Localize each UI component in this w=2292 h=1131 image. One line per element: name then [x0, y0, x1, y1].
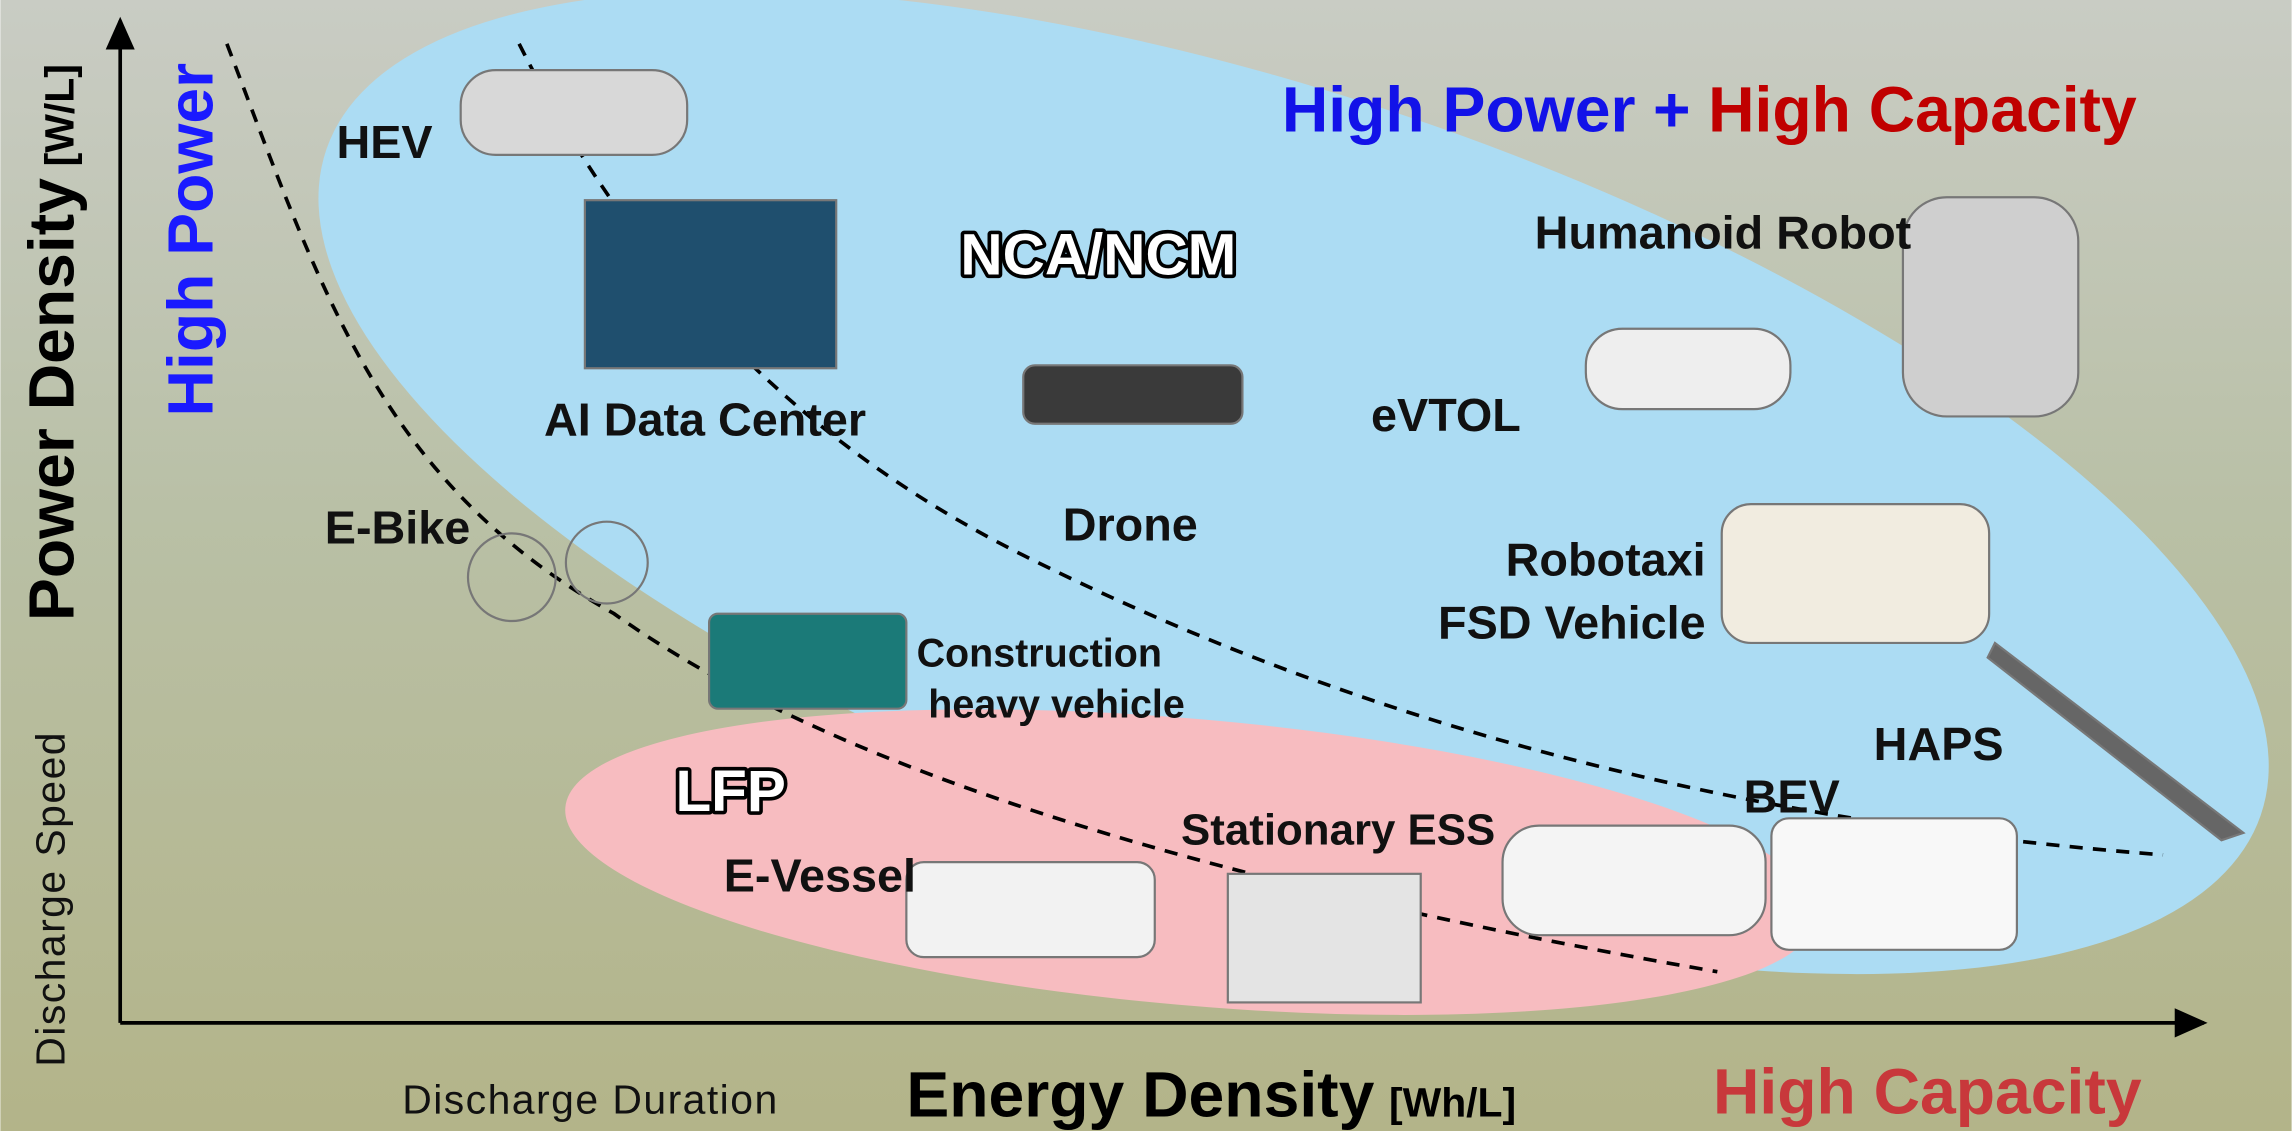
application-labels: HEV AI Data Center Humanoid Robot eVTOL Dron…: [325, 116, 2004, 902]
application-label: Construction: [917, 631, 1162, 675]
application-label: Robotaxi: [1506, 534, 1706, 586]
photos: [459, 69, 2246, 1004]
x-axis-end: High Capacity: [1713, 1055, 2142, 1127]
x-axis-label: Energy Density: [906, 1058, 1374, 1130]
haps-photo: [1986, 641, 2246, 842]
vessel-photo: [905, 861, 1156, 959]
x-axis-sub: Discharge Duration: [402, 1076, 778, 1122]
application-label: BEV: [1744, 770, 1840, 822]
y-axis-unit: [W/L]: [36, 64, 82, 166]
van-photo: [1770, 817, 2018, 951]
headline-left: High Power: [1282, 74, 1636, 146]
application-label: eVTOL: [1371, 389, 1521, 441]
excavator-photo: [707, 612, 908, 710]
datacenter-photo: [583, 199, 838, 370]
application-label: heavy vehicle: [928, 682, 1185, 726]
y-axis-label: Power Density: [15, 178, 87, 621]
application-label: Humanoid Robot: [1535, 206, 1912, 258]
application-label: E-Vessel: [724, 849, 916, 901]
region-label: NCA/NCM: [960, 223, 1236, 288]
robotaxi-photo: [1720, 503, 1991, 645]
headline: High Power + High Capacity: [1282, 74, 2137, 146]
evtol-photo: [1584, 327, 1792, 411]
ebike-photo: [466, 532, 557, 623]
hev-photo: [459, 69, 689, 156]
x-axis-unit: [Wh/L]: [1389, 1079, 1516, 1125]
application-label: E-Bike: [325, 502, 471, 554]
application-label: Drone: [1063, 499, 1198, 551]
x-axis-title: Energy Density [Wh/L]: [906, 1058, 1516, 1130]
application-label: HAPS: [1874, 718, 2004, 770]
y-axis-title: Power Density [W/L]: [15, 64, 87, 621]
application-label: Stationary ESS: [1181, 806, 1495, 855]
ebike-photo-wheel: [564, 520, 649, 605]
ess-photo: [1226, 872, 1422, 1004]
region-label: LFP: [675, 759, 785, 824]
y-axis-end: High Power: [154, 63, 226, 417]
headline-joiner: +: [1653, 74, 1691, 146]
y-axis-sub: Discharge Speed: [28, 731, 74, 1067]
application-label: HEV: [336, 116, 432, 168]
drone-photo: [1022, 364, 1244, 425]
headline-right: High Capacity: [1708, 74, 2137, 146]
lfp-region: [565, 709, 1818, 1015]
application-label: FSD Vehicle: [1438, 597, 1706, 649]
bev-photo: [1501, 824, 1767, 937]
robot-photo: [1901, 196, 2080, 418]
application-label: AI Data Center: [544, 393, 866, 445]
